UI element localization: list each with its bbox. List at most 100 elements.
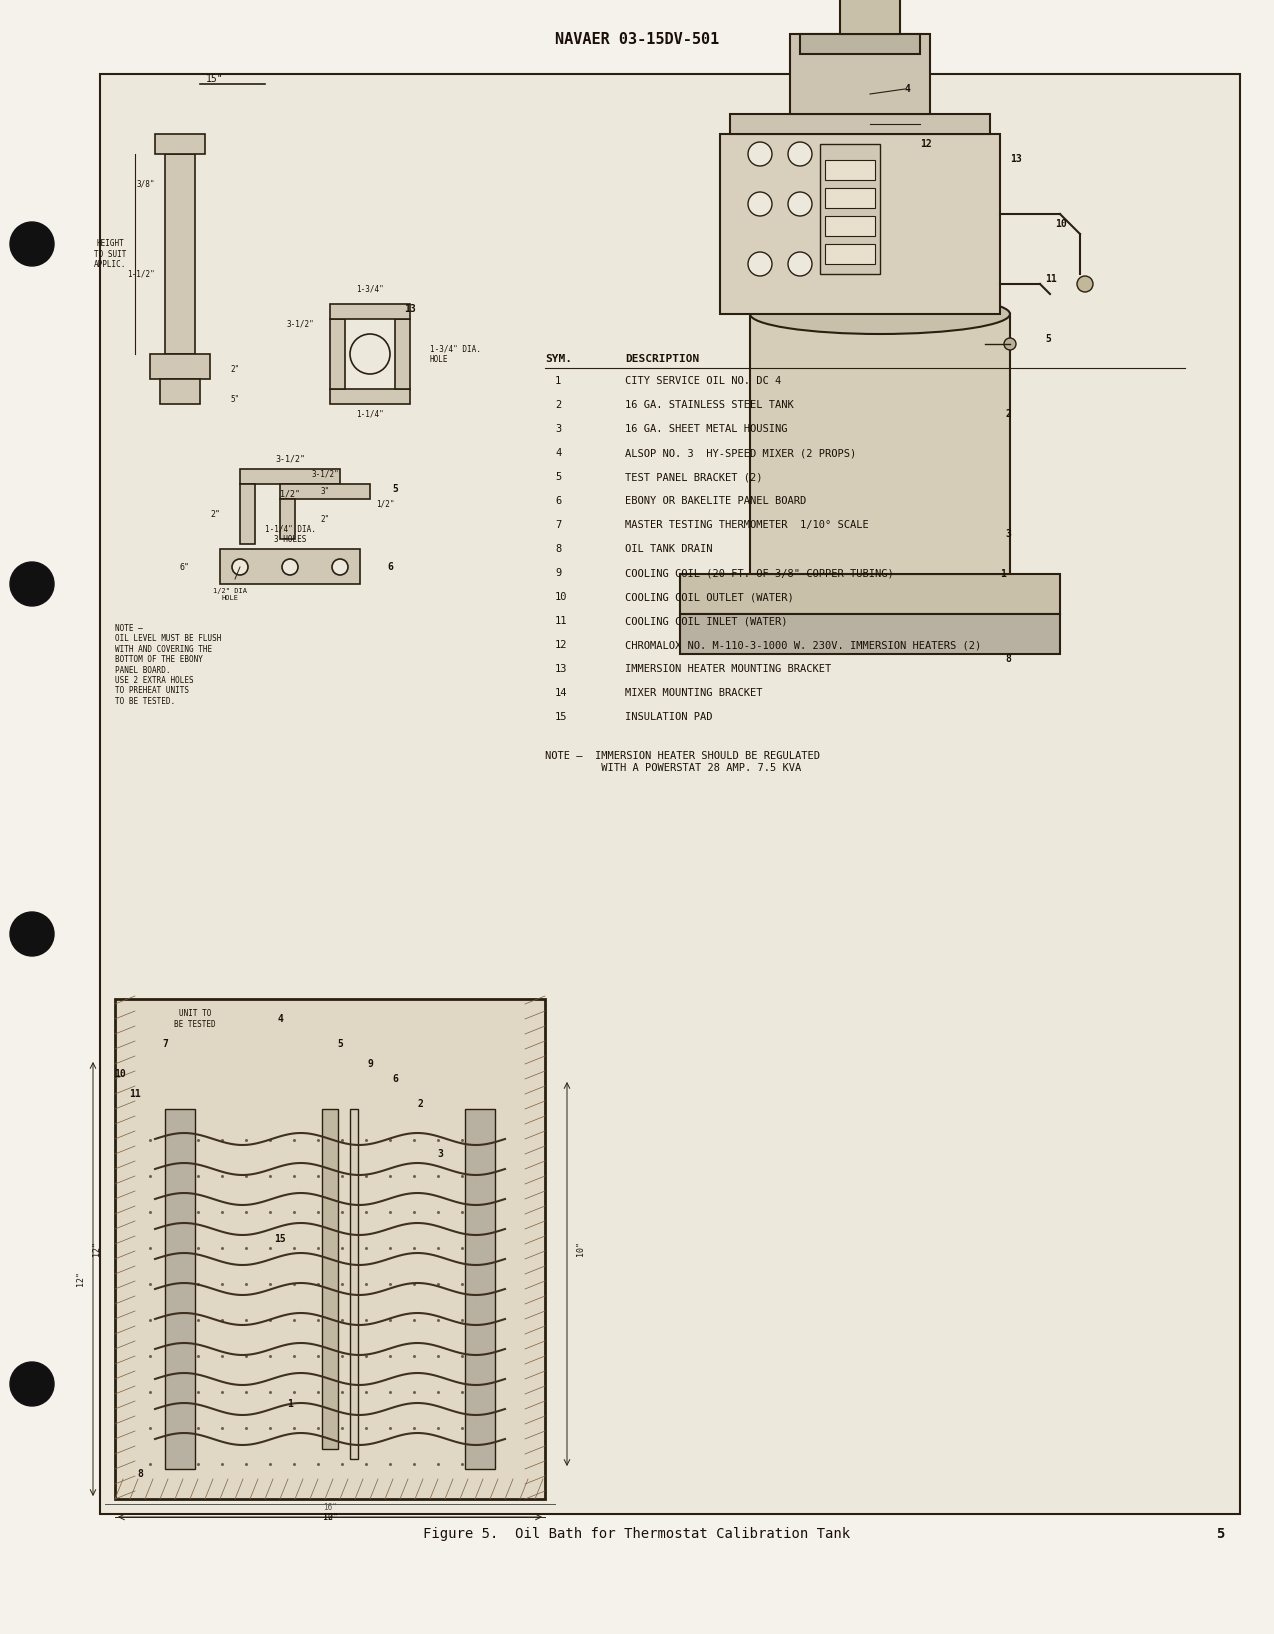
- Bar: [166, 1109, 195, 1469]
- Text: 4: 4: [276, 1015, 283, 1025]
- Text: 8: 8: [555, 544, 562, 554]
- Text: 8: 8: [1005, 654, 1010, 663]
- Text: 3-1/2": 3-1/2": [287, 320, 313, 328]
- Bar: [680, 614, 1060, 654]
- Bar: [826, 188, 875, 208]
- Text: 10": 10": [576, 1242, 585, 1257]
- Text: 1: 1: [555, 376, 562, 386]
- Bar: [280, 498, 296, 539]
- Text: 2: 2: [1005, 408, 1010, 418]
- Circle shape: [10, 1363, 54, 1405]
- Text: 16 GA. SHEET METAL HOUSING: 16 GA. SHEET METAL HOUSING: [626, 423, 787, 435]
- Text: 1-3/4" DIA.
HOLE: 1-3/4" DIA. HOLE: [431, 345, 480, 364]
- Text: 1/2" DIA
HOLE: 1/2" DIA HOLE: [213, 588, 247, 601]
- Text: 3-1/2": 3-1/2": [275, 454, 304, 464]
- Text: 12: 12: [920, 139, 931, 149]
- Text: 2": 2": [320, 515, 330, 523]
- Bar: [240, 469, 340, 484]
- Text: 3: 3: [1005, 529, 1010, 539]
- Text: ALSOP NO. 3  HY-SPEED MIXER (2 PROPS): ALSOP NO. 3 HY-SPEED MIXER (2 PROPS): [626, 448, 856, 458]
- Text: 9: 9: [367, 1059, 373, 1069]
- Text: 13: 13: [404, 304, 415, 314]
- Text: 12": 12": [322, 1513, 338, 1521]
- Bar: [820, 144, 880, 275]
- Text: UNIT TO
BE TESTED: UNIT TO BE TESTED: [175, 1010, 215, 1029]
- Text: 6: 6: [555, 497, 562, 507]
- Text: 4: 4: [905, 83, 911, 95]
- Bar: [395, 319, 410, 389]
- Circle shape: [10, 562, 54, 606]
- Circle shape: [789, 252, 812, 276]
- Text: NOTE —  IMMERSION HEATER SHOULD BE REGULATED
         WITH A POWERSTAT 28 AMP. 7: NOTE — IMMERSION HEATER SHOULD BE REGULA…: [545, 752, 820, 773]
- Text: 5: 5: [1045, 333, 1051, 345]
- Text: 2: 2: [417, 1100, 423, 1109]
- Text: 10: 10: [115, 1069, 126, 1078]
- Text: HEIGHT
TO SUIT
APPLIC.: HEIGHT TO SUIT APPLIC.: [94, 239, 126, 270]
- Bar: [166, 154, 195, 355]
- Text: 11: 11: [1045, 275, 1056, 284]
- Bar: [99, 74, 1240, 1515]
- Bar: [322, 1109, 338, 1449]
- Circle shape: [232, 559, 248, 575]
- Text: 2": 2": [210, 510, 220, 518]
- Text: 5: 5: [338, 1039, 343, 1049]
- Text: Figure 5.  Oil Bath for Thermostat Calibration Tank: Figure 5. Oil Bath for Thermostat Calibr…: [423, 1528, 851, 1541]
- Text: 10: 10: [555, 592, 567, 601]
- Text: COOLING COIL INLET (WATER): COOLING COIL INLET (WATER): [626, 616, 787, 626]
- Text: 6": 6": [180, 562, 190, 572]
- Circle shape: [789, 193, 812, 216]
- Text: 10": 10": [322, 1513, 338, 1521]
- Text: 1-3/4": 1-3/4": [357, 284, 383, 294]
- Text: 5: 5: [555, 472, 562, 482]
- Bar: [800, 34, 920, 54]
- Text: 3": 3": [320, 487, 330, 495]
- Text: 3: 3: [555, 423, 562, 435]
- Text: COOLING COIL (20 FT. OF 3/8" COPPER TUBING): COOLING COIL (20 FT. OF 3/8" COPPER TUBI…: [626, 569, 894, 578]
- Text: DESCRIPTION: DESCRIPTION: [626, 355, 699, 364]
- Bar: [330, 319, 345, 389]
- Bar: [150, 355, 210, 379]
- Text: OIL TANK DRAIN: OIL TANK DRAIN: [626, 544, 712, 554]
- Bar: [465, 1109, 496, 1469]
- Bar: [826, 160, 875, 180]
- Bar: [145, 1109, 515, 1469]
- Circle shape: [282, 559, 298, 575]
- Circle shape: [1004, 338, 1015, 350]
- Bar: [330, 304, 410, 319]
- Text: SYM.: SYM.: [545, 355, 572, 364]
- Text: 16 GA. STAINLESS STEEL TANK: 16 GA. STAINLESS STEEL TANK: [626, 400, 794, 410]
- Circle shape: [789, 142, 812, 167]
- Text: 5: 5: [1215, 1528, 1224, 1541]
- Text: INSULATION PAD: INSULATION PAD: [626, 712, 712, 722]
- Bar: [115, 998, 545, 1498]
- Circle shape: [1077, 276, 1093, 292]
- Text: 1-1/4": 1-1/4": [357, 410, 383, 418]
- Text: 10: 10: [1055, 219, 1066, 229]
- Text: NAVAER 03-15DV-501: NAVAER 03-15DV-501: [555, 31, 719, 46]
- Circle shape: [748, 193, 772, 216]
- Circle shape: [350, 333, 390, 374]
- Bar: [680, 574, 1060, 614]
- Text: 3-1/2": 3-1/2": [311, 469, 339, 479]
- Bar: [161, 379, 200, 404]
- Text: 1: 1: [287, 1399, 293, 1409]
- Text: 2: 2: [555, 400, 562, 410]
- Text: MIXER MOUNTING BRACKET: MIXER MOUNTING BRACKET: [626, 688, 763, 698]
- Text: 12: 12: [555, 641, 567, 650]
- Text: 11: 11: [129, 1088, 141, 1100]
- Text: 9: 9: [555, 569, 562, 578]
- Text: 15: 15: [555, 712, 567, 722]
- Text: 12": 12": [75, 1271, 84, 1286]
- Text: 1/2": 1/2": [280, 490, 299, 498]
- Text: 13: 13: [1010, 154, 1022, 163]
- Bar: [840, 0, 899, 34]
- Ellipse shape: [750, 559, 1010, 588]
- Bar: [750, 314, 1010, 574]
- Text: EBONY OR BAKELITE PANEL BOARD: EBONY OR BAKELITE PANEL BOARD: [626, 497, 806, 507]
- Text: IMMERSION HEATER MOUNTING BRACKET: IMMERSION HEATER MOUNTING BRACKET: [626, 663, 831, 673]
- Text: 2": 2": [231, 364, 240, 374]
- Bar: [155, 134, 205, 154]
- Text: 3/8": 3/8": [136, 180, 155, 188]
- Text: 1/2": 1/2": [376, 500, 394, 508]
- Text: 13: 13: [555, 663, 567, 673]
